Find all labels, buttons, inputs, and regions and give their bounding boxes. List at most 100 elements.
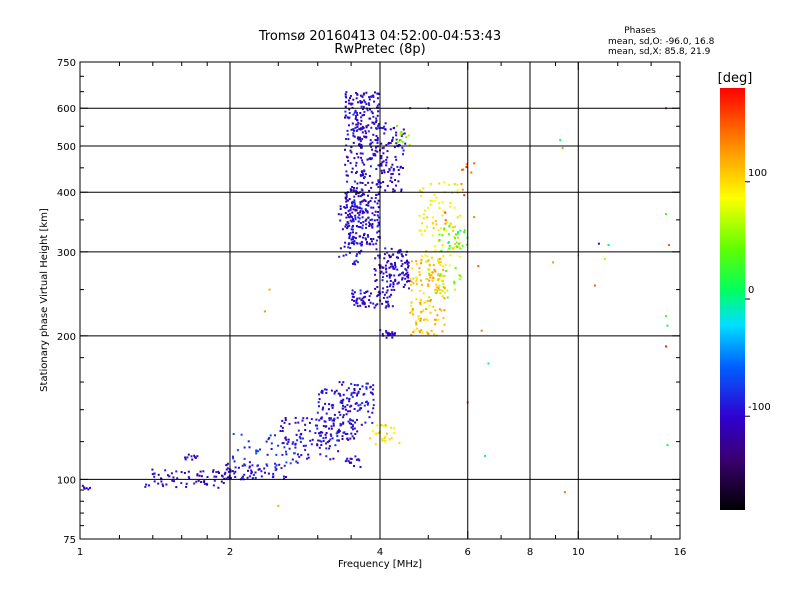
data-point [315,418,318,421]
data-point [367,181,370,184]
data-point [373,306,376,309]
data-point [354,402,357,405]
data-point [437,279,439,281]
data-point [250,472,253,475]
data-point [365,103,368,106]
data-point [392,188,395,191]
data-point [371,223,374,225]
data-point [607,244,610,246]
data-point [362,302,365,305]
data-point [324,402,327,405]
data-point [350,404,353,407]
data-point [302,417,305,420]
data-point [354,421,357,424]
data-point [359,123,362,126]
data-point [420,310,423,313]
data-point [376,104,379,107]
data-point [429,276,432,279]
data-point [274,466,277,469]
data-point [354,214,357,217]
data-point [389,262,392,265]
data-point [365,132,367,135]
data-point [442,210,445,213]
data-point [336,439,339,442]
data-point [377,216,380,219]
data-point [266,453,269,456]
data-point [358,138,361,141]
data-point [353,195,356,198]
data-point [357,101,359,104]
data-point [277,504,280,507]
data-point [371,112,374,115]
data-point [263,310,266,313]
data-point [351,225,354,228]
data-point [397,169,400,171]
data-point [274,469,277,472]
data-point [388,266,391,269]
data-point [316,443,319,446]
colorbar-tick-label: -100 [748,402,771,413]
data-point [153,480,156,483]
data-point [391,305,394,308]
data-point [337,430,340,433]
data-point [333,418,336,421]
data-point [281,419,284,422]
x-tick-label: 8 [527,547,533,558]
data-point [383,169,386,172]
data-point [410,310,413,313]
data-point [449,222,452,225]
data-point [375,119,378,122]
data-point [356,392,359,395]
data-point [255,449,258,452]
data-point [359,127,362,130]
data-point [454,233,457,236]
data-point [202,470,205,473]
data-point [441,214,444,217]
data-point [364,305,367,308]
data-point [376,214,379,217]
data-point [415,321,418,324]
x-tick-label: 1 [77,547,83,558]
data-point [345,155,348,158]
data-point [387,142,390,145]
data-point [206,476,209,478]
data-point [284,419,287,421]
data-point [328,440,331,443]
data-point [415,283,418,286]
data-point [359,209,362,212]
data-point [339,219,342,222]
data-point [354,263,357,266]
data-point [359,304,362,307]
data-point [368,96,371,99]
data-point [386,285,389,288]
data-point [372,152,375,155]
data-point [354,208,357,211]
data-point [263,467,266,470]
data-point [388,169,391,172]
data-point [418,189,421,192]
data-point [331,437,334,440]
data-point [352,293,355,296]
data-point [151,468,154,471]
data-point [349,437,352,440]
data-point [277,444,280,447]
data-point [477,265,480,268]
data-point [457,231,459,233]
data-point [314,432,317,434]
data-point [395,134,398,137]
data-point [345,197,347,200]
data-point [427,272,430,275]
data-point [381,276,384,279]
data-point [157,473,160,476]
data-point [382,146,385,149]
data-point [382,160,385,163]
y-tick-label: 200 [57,332,76,343]
data-point [344,192,347,195]
data-point [391,172,394,175]
data-point [180,482,183,485]
data-point [376,137,379,139]
data-point [165,483,168,486]
data-point [252,473,255,476]
data-point [220,480,223,483]
data-point [435,283,438,286]
